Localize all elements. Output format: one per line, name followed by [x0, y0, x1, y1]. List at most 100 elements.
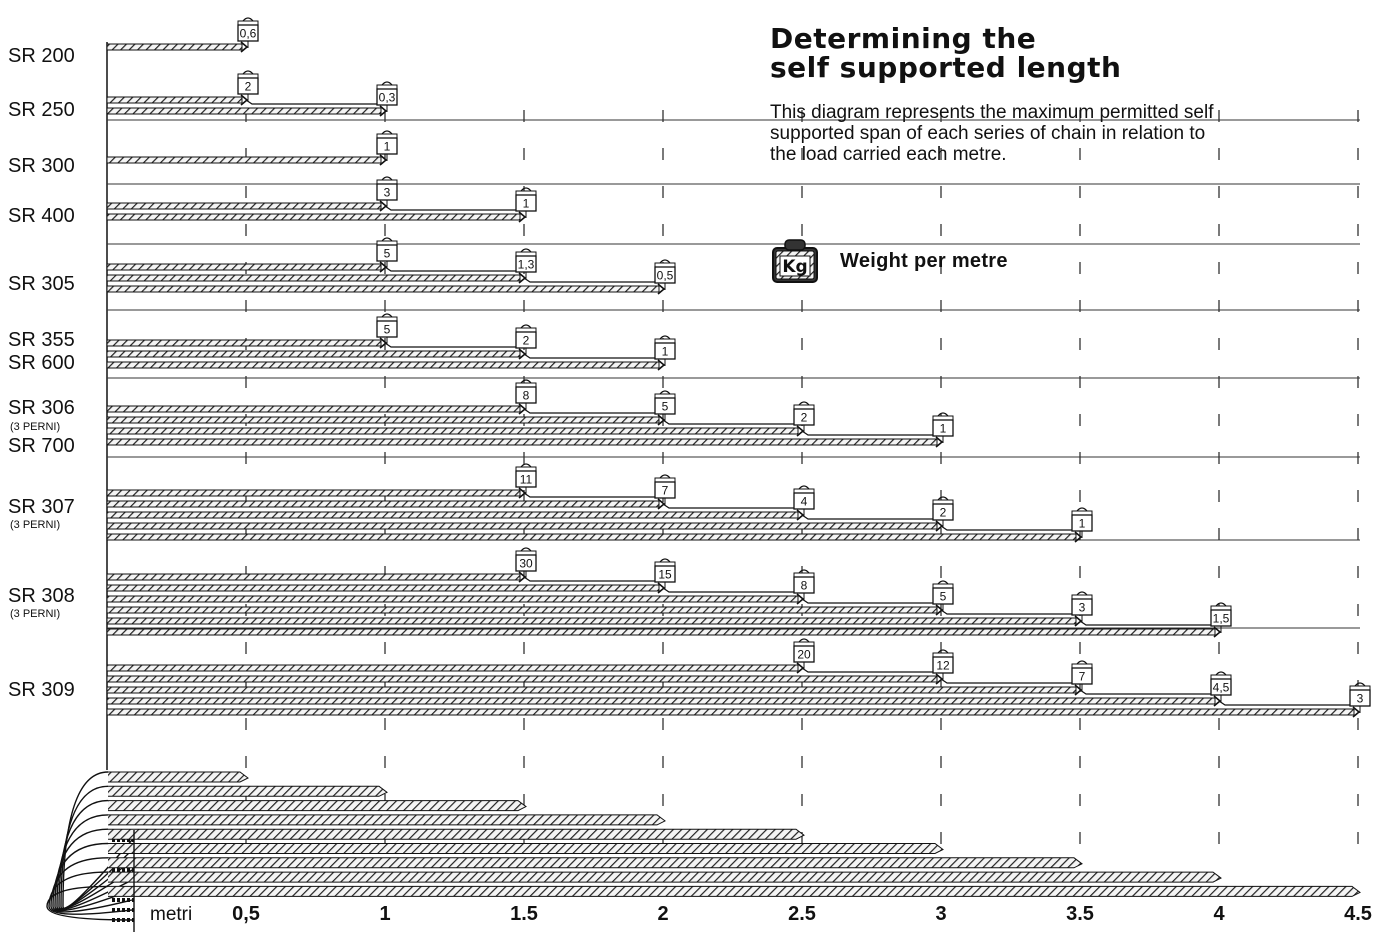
chain-strand: [58, 799, 527, 910]
weight-marker: 0,3: [376, 81, 398, 112]
span-bar: [106, 105, 388, 117]
weight-value: 5: [662, 400, 669, 414]
weight-marker: 1: [1071, 507, 1093, 538]
bar-connector: [662, 503, 802, 509]
span-bar: [106, 604, 944, 616]
weight-marker: 1: [932, 412, 954, 443]
span-bar: [106, 200, 388, 212]
span-bar: [106, 706, 1361, 718]
weight-marker: 2: [932, 496, 954, 527]
bar-connector: [523, 408, 663, 414]
bar-connector: [662, 587, 802, 593]
weight-value: 11: [520, 473, 533, 487]
weight-marker: 2: [515, 324, 537, 355]
series-label: SR 300: [8, 155, 75, 177]
x-tick-label: 3: [935, 903, 946, 925]
weight-marker: 1: [515, 187, 537, 218]
weight-marker: 3: [376, 176, 398, 207]
weight-marker: 12: [932, 649, 954, 680]
series-note: (3 PERNI): [10, 608, 60, 620]
weight-marker: 5: [654, 390, 676, 421]
series-note: (3 PERNI): [10, 421, 60, 433]
weight-value: 4,5: [1213, 681, 1230, 695]
span-bar: [106, 531, 1083, 543]
bar-connector: [523, 492, 663, 498]
bar-connector: [523, 277, 663, 283]
chain-strand: [52, 842, 944, 912]
chain-illustration: [46, 771, 1361, 932]
weight-value: 5: [384, 323, 391, 337]
weight-marker: 1: [376, 130, 398, 161]
weight-marker: 8: [793, 569, 815, 600]
weight-marker: 11: [515, 463, 537, 494]
weight-value: 1: [940, 422, 947, 436]
bar-connector: [940, 525, 1080, 531]
weight-marker: 30: [515, 547, 537, 578]
weight-value: 2: [940, 506, 947, 520]
bar-connector: [523, 576, 663, 582]
span-bar: [106, 593, 805, 605]
bar-connector: [662, 419, 802, 425]
kg-icon-text: Kg: [782, 257, 807, 277]
span-bar: [106, 673, 944, 685]
weight-value: 0,6: [240, 27, 257, 41]
series-label: SR 306: [8, 397, 75, 419]
weight-value: 1: [1079, 517, 1086, 531]
weight-marker: 8: [515, 379, 537, 410]
bar-connector: [801, 430, 941, 436]
span-bar: [106, 436, 944, 448]
chain-strand: [50, 857, 1083, 913]
weight-marker: 1,5: [1210, 602, 1232, 633]
span-bar: [106, 403, 527, 415]
title-line-1: Determining the: [770, 22, 1037, 55]
bar-connector: [801, 667, 941, 673]
bar-connector: [940, 609, 1080, 615]
header-block: Determining the self supported length Th…: [770, 24, 1378, 165]
span-bar: [106, 520, 944, 532]
description-line-2: supported span of each series of chain i…: [770, 123, 1206, 144]
chain-strand: [48, 871, 1222, 915]
weight-value: 3: [1357, 692, 1364, 706]
weight-marker: 7: [654, 474, 676, 505]
weight-value: 2: [523, 334, 530, 348]
chain-strand: [54, 828, 805, 911]
x-tick-label: 2: [657, 903, 668, 925]
bar-connector: [1079, 620, 1219, 626]
span-bar: [106, 261, 388, 273]
bar-connector: [523, 353, 663, 359]
description-line-1: This diagram represents the maximum perm…: [770, 102, 1214, 123]
bar-connector: [801, 514, 941, 520]
grid-lines: [245, 110, 1359, 850]
weight-markers: 0,620,313151,30,5521852111742130158531,5…: [237, 17, 1371, 713]
weight-value: 12: [936, 659, 950, 673]
series-label: SR 308: [8, 585, 75, 607]
series-label: SR 307: [8, 496, 75, 518]
weight-marker: 1: [654, 335, 676, 366]
bar-connector: [1218, 700, 1358, 706]
weight-value: 7: [1079, 670, 1086, 684]
weight-value: 20: [797, 648, 811, 662]
span-bar: [106, 662, 805, 674]
series-label: SR 600: [8, 352, 75, 374]
weight-marker: 4,5: [1210, 671, 1232, 702]
weight-value: 4: [801, 495, 808, 509]
span-bar: [106, 41, 249, 53]
bar-connector: [245, 99, 385, 105]
span-bar: [106, 571, 527, 583]
span-bar: [106, 487, 527, 499]
x-axis: metri 0,5 1 1.5 2 2.5 3 3.5 4 4.5: [150, 903, 1372, 925]
bar-connector: [940, 678, 1080, 684]
weight-value: 1,3: [518, 258, 535, 272]
weight-value: 1: [384, 140, 391, 154]
title-line-2: self supported length: [770, 51, 1122, 84]
span-bar: [106, 425, 805, 437]
span-bar: [106, 509, 805, 521]
description-line-3: the load carried each metre.: [770, 144, 1007, 165]
chain-strand: [46, 885, 1361, 922]
weight-value: 8: [801, 579, 808, 593]
series-label: SR 309: [8, 679, 75, 701]
page-title: Determining the self supported length: [770, 24, 1378, 82]
weight-marker: 3: [1349, 682, 1371, 713]
